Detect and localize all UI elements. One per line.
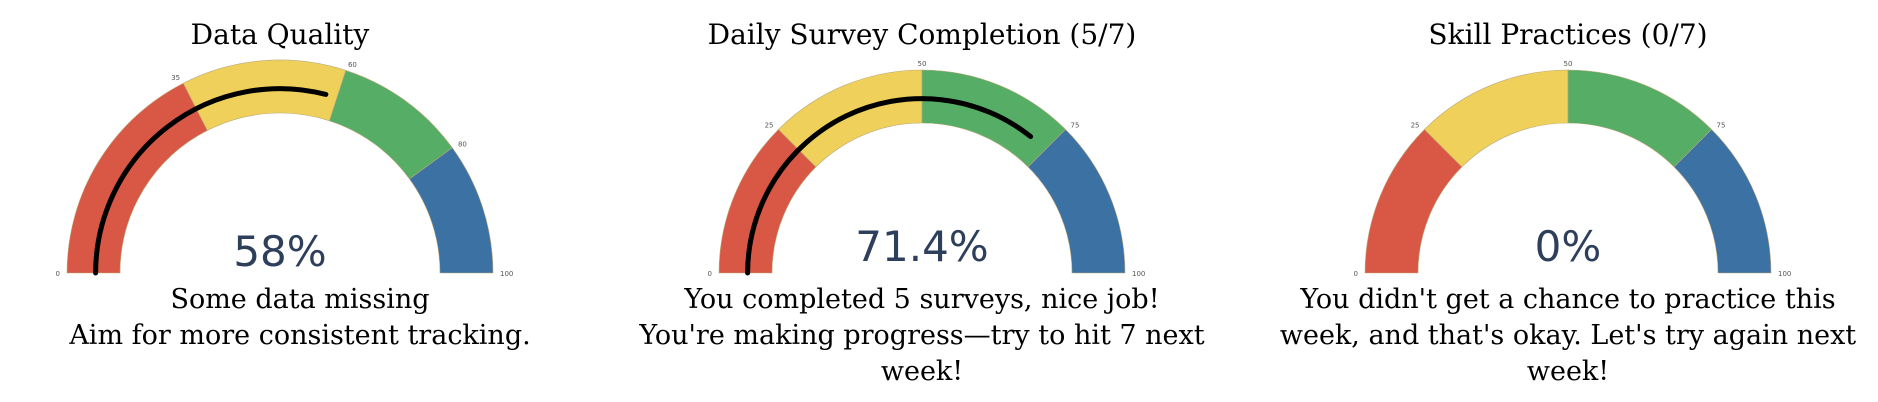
gauge-message: You completed 5 surveys, nice job! You'r… xyxy=(622,282,1222,390)
gauge-message: Some data missing Aim for more consisten… xyxy=(0,282,600,354)
gauge-tick-label: 60 xyxy=(348,61,357,69)
gauge-message-line: Aim for more consistent tracking. xyxy=(69,320,531,351)
gauge-panel-data-quality: Data Quality 0 35 60 80 100 58% Some data mi… xyxy=(0,0,600,402)
gauge-tick-label: 50 xyxy=(918,60,927,68)
gauge-chart: Daily Survey Completion (5/7) 0 25 50 75 100… xyxy=(708,18,1146,278)
gauge-band-blue xyxy=(1027,129,1126,274)
gauge-value: 58% xyxy=(233,227,326,276)
gauge-tick-label: 100 xyxy=(500,270,513,278)
gauge-message-line: Some data missing xyxy=(170,284,430,315)
gauge-progress-arc xyxy=(745,96,1034,276)
gauge-band-blue xyxy=(409,147,494,274)
gauge-tick-label: 25 xyxy=(765,122,774,130)
gauge-tick-label: 0 xyxy=(56,270,60,278)
gauge-tick-label: 80 xyxy=(458,141,467,149)
gauge-panel-daily-survey: Daily Survey Completion (5/7) 0 25 50 75 100… xyxy=(622,0,1222,402)
gauge-value: 0% xyxy=(1535,222,1602,271)
gauge-message-line: You completed 5 surveys, nice job! xyxy=(684,284,1160,315)
gauge-message: You didn't get a chance to practice this… xyxy=(1268,282,1868,390)
gauge-value: 71.4% xyxy=(855,222,988,271)
gauge-title: Skill Practices (0/7) xyxy=(1428,18,1707,51)
gauge-panel-skill-practices: Skill Practices (0/7) 0 25 50 75 100 0% You … xyxy=(1268,0,1868,402)
gauge-title: Data Quality xyxy=(191,18,370,51)
gauge-tick-label: 25 xyxy=(1411,122,1420,130)
gauge-tick-label: 100 xyxy=(1132,270,1145,278)
gauge-tick-label: 0 xyxy=(1354,270,1358,278)
gauge-progress-arc xyxy=(93,86,329,276)
gauge-chart: Skill Practices (0/7) 0 25 50 75 100 0% xyxy=(1354,18,1792,278)
gauge-band-blue xyxy=(1673,129,1772,274)
gauge-tick-label: 50 xyxy=(1564,60,1573,68)
gauge-title: Daily Survey Completion (5/7) xyxy=(708,18,1137,51)
gauge-message-line: You're making progress—try to hit 7 next… xyxy=(639,320,1205,387)
gauge-tick-label: 100 xyxy=(1778,270,1791,278)
gauge-message-line: You didn't get a chance to practice this… xyxy=(1279,284,1857,387)
gauge-tick-label: 35 xyxy=(171,74,180,82)
gauge-tick-label: 75 xyxy=(1070,122,1079,130)
gauge-chart: Data Quality 0 35 60 80 100 58% xyxy=(56,18,514,278)
gauge-tick-label: 0 xyxy=(708,270,712,278)
gauge-tick-label: 75 xyxy=(1716,122,1725,130)
